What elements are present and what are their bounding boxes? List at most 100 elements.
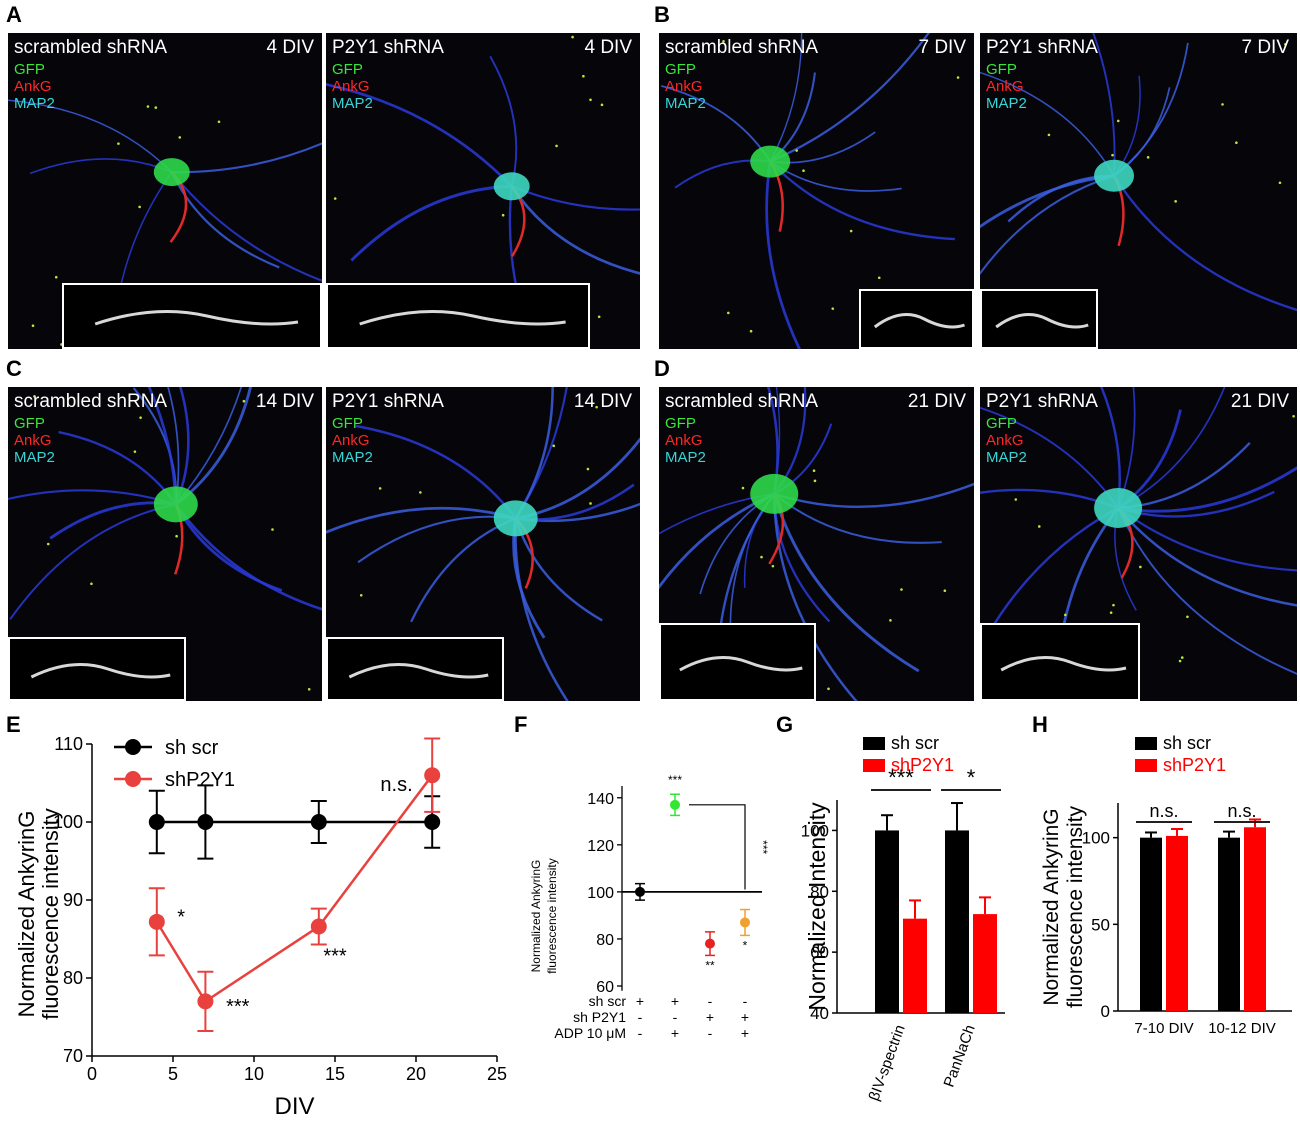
legend-marker — [125, 771, 141, 787]
stain-label-map2: MAP2 — [14, 449, 55, 466]
stain-legend: GFP AnkG MAP2 — [986, 61, 1027, 112]
puncta — [133, 450, 137, 453]
dendrite — [980, 174, 1115, 276]
condition-label: P2Y1 shRNA — [986, 391, 1098, 412]
micrograph-b-scrambled: scrambled shRNA 7 DIV GFP AnkG MAP2 — [659, 33, 974, 349]
significance-label: *** — [668, 773, 682, 787]
legend-marker — [125, 739, 141, 755]
micrograph-a-p2y1: P2Y1 shRNA 4 DIV GFP AnkG MAP2 — [326, 33, 640, 349]
y-tick-label: 50 — [1091, 915, 1110, 934]
micrograph-c-scrambled: scrambled shRNA 14 DIV GFP AnkG MAP2 — [8, 387, 322, 701]
puncta — [771, 564, 775, 568]
significance-label: *** — [226, 996, 250, 1018]
dendrite — [511, 185, 640, 211]
dendrite — [769, 160, 955, 241]
stain-label-gfp: GFP — [665, 415, 696, 432]
dendrite — [769, 33, 930, 163]
soma — [750, 473, 799, 514]
puncta — [271, 528, 274, 531]
inset-image — [359, 310, 566, 326]
puncta — [600, 103, 604, 107]
category-label: 10-12 DIV — [1208, 1020, 1276, 1037]
dendrite — [1092, 33, 1116, 176]
data-point — [197, 814, 214, 830]
condition-value: + — [706, 1009, 714, 1025]
inset-image — [348, 663, 489, 679]
dendrite — [510, 185, 640, 275]
puncta — [956, 76, 960, 79]
ais-signal — [359, 310, 566, 326]
micrograph-c-p2y1: P2Y1 shRNA 14 DIV GFP AnkG MAP2 — [326, 387, 640, 701]
chart-f-dot-plot: 60 80 100 120 140 Normalized AnkyrinG fluoresc… — [529, 773, 770, 1041]
ankg-inset — [326, 283, 590, 349]
soma — [493, 172, 530, 201]
condition-value: + — [671, 1025, 679, 1041]
ankg-inset — [859, 289, 974, 349]
puncta — [877, 276, 881, 280]
puncta — [595, 405, 598, 409]
soma — [153, 158, 190, 187]
puncta — [1112, 603, 1115, 607]
data-point — [148, 913, 165, 930]
puncta — [802, 169, 805, 173]
soma — [1094, 487, 1143, 528]
puncta — [760, 555, 763, 559]
div-label: 21 DIV — [1230, 391, 1289, 412]
ankg-inset — [980, 289, 1098, 349]
stain-label-gfp: GFP — [332, 61, 363, 78]
category-label: PanNaCh — [941, 1023, 979, 1090]
y-tick-label: 80 — [63, 968, 83, 988]
x-tick-label: 10 — [244, 1064, 264, 1084]
stain-label-map2: MAP2 — [332, 449, 373, 466]
puncta — [831, 307, 835, 310]
dendrite — [355, 424, 517, 520]
dendrite — [171, 142, 322, 174]
stain-label-map2: MAP2 — [986, 449, 1027, 466]
y-tick-label: 40 — [810, 1004, 829, 1023]
x-tick-label: 20 — [406, 1064, 426, 1084]
y-axis-label: Normalized AnkyrinG fluorescence intensit… — [529, 858, 559, 973]
puncta — [419, 491, 422, 494]
puncta — [31, 324, 35, 327]
condition-label: scrambled shRNA — [665, 37, 819, 58]
dendrite — [1113, 175, 1297, 312]
stain-label-ankg: AnkG — [665, 432, 703, 449]
condition-value: - — [638, 1025, 643, 1041]
significance-label: *** — [888, 765, 914, 790]
condition-value: - — [673, 1009, 678, 1025]
y-tick-label: 60 — [596, 979, 614, 996]
data-point — [310, 814, 327, 830]
panel-letter-a: A — [6, 2, 22, 27]
ais-signal — [679, 656, 803, 672]
x-tick-label: 0 — [87, 1064, 97, 1084]
legend-label: shP2Y1 — [165, 769, 235, 791]
puncta — [1063, 613, 1067, 617]
condition-label: P2Y1 shRNA — [986, 37, 1098, 58]
puncta — [1014, 498, 1018, 501]
significance-label: n.s. — [1149, 801, 1178, 821]
puncta — [1292, 414, 1295, 418]
stain-label-gfp: GFP — [986, 61, 1017, 78]
data-point — [635, 886, 645, 897]
significance-label: ** — [705, 958, 715, 972]
ankg-inset — [8, 637, 186, 701]
legend-swatch — [863, 737, 885, 750]
dendrite — [29, 158, 173, 175]
ais-signal — [995, 313, 1089, 329]
stain-label-map2: MAP2 — [665, 449, 706, 466]
legend-label: shP2Y1 — [1163, 755, 1226, 775]
dendrite — [659, 492, 775, 590]
puncta — [827, 687, 830, 691]
y-axis-label-line: Normalized AnkyrinG — [1040, 808, 1063, 1005]
bar — [973, 914, 997, 1013]
puncta — [217, 120, 221, 124]
puncta — [741, 486, 745, 490]
legend-label: sh scr — [891, 733, 939, 753]
puncta — [54, 275, 58, 279]
puncta — [501, 213, 505, 217]
dendrite — [773, 387, 781, 494]
ankg-inset — [980, 623, 1140, 701]
puncta — [749, 329, 753, 333]
bracket-label-group: *** — [756, 840, 770, 854]
